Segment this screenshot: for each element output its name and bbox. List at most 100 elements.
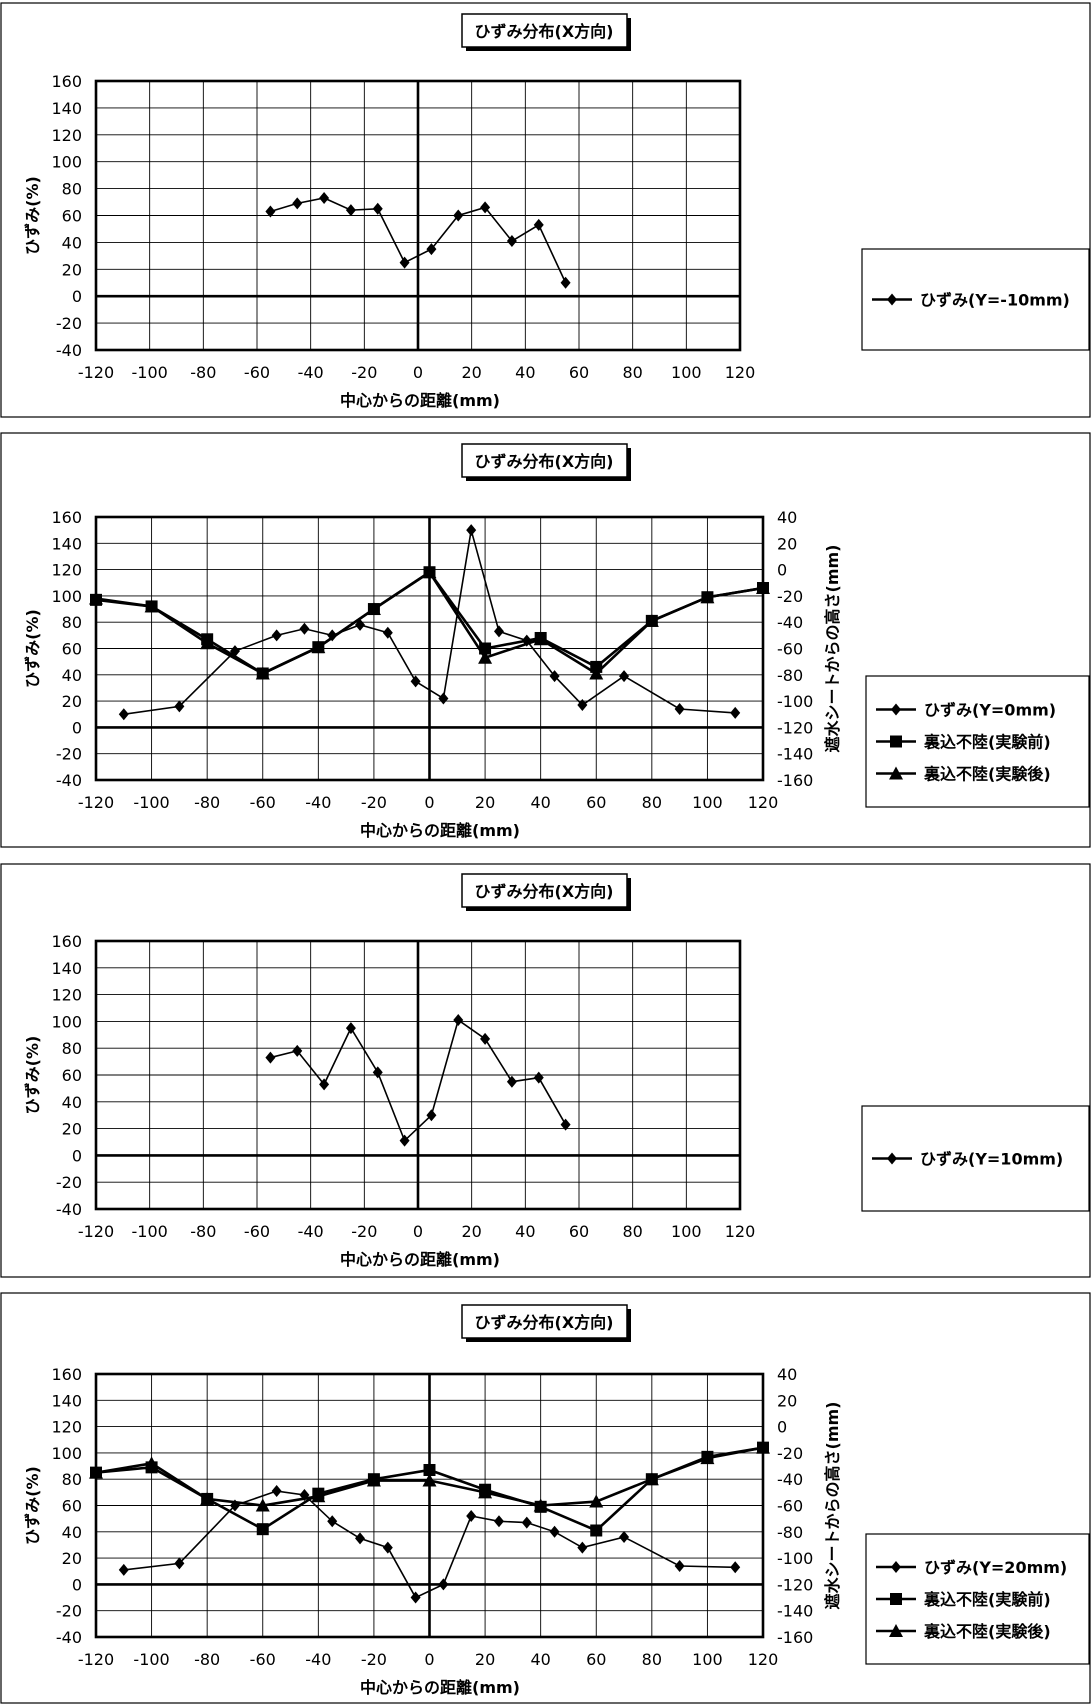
data-point <box>577 699 588 712</box>
chart-panel-1: ひずみ分布(X方向) -120 -100 -80 -60 -40 -20 0 20 40 60 80 1… <box>0 2 1091 418</box>
data-point <box>144 1456 159 1470</box>
y-tick-label: 120 <box>51 561 82 580</box>
data-point <box>366 1473 381 1487</box>
data-point <box>174 1557 185 1570</box>
x-axis-label: 中心からの距離(mm) <box>340 391 500 410</box>
y2-tick-label: -20 <box>777 587 803 606</box>
data-point <box>89 591 103 605</box>
y2-tick-label: -20 <box>777 1444 803 1463</box>
data-point <box>533 218 544 231</box>
x-tick-label: 0 <box>424 793 434 812</box>
data-point <box>438 1578 449 1591</box>
panel-border <box>0 1292 1091 1704</box>
x-tick-label: 120 <box>748 1650 779 1669</box>
chart-title: ひずみ分布(X方向) <box>475 882 614 901</box>
y-tick-label: 0 <box>72 1575 82 1594</box>
series-line <box>270 1018 567 1143</box>
x-tick-label: -120 <box>78 363 114 382</box>
data-point <box>730 706 741 719</box>
data-point <box>644 1472 659 1486</box>
data-point <box>756 581 770 595</box>
y-tick-label: -40 <box>56 341 82 360</box>
data-point <box>521 1516 532 1529</box>
y-tick-label: 140 <box>51 1391 82 1410</box>
data-point <box>644 613 659 627</box>
legend-marker <box>890 735 902 748</box>
legend-marker <box>889 1624 903 1637</box>
plot-area <box>94 79 742 352</box>
y-tick-label: 60 <box>62 640 82 659</box>
y-tick-label: 80 <box>62 1470 82 1489</box>
data-point <box>311 1489 326 1503</box>
data-point <box>382 1541 393 1554</box>
legend-marker <box>887 1152 897 1165</box>
y-tick-label: 0 <box>72 287 82 306</box>
y-tick-label: 60 <box>62 1497 82 1516</box>
panel-border <box>0 863 1091 1278</box>
data-point <box>382 626 393 639</box>
x-tick-label: 20 <box>461 363 481 382</box>
data-point <box>478 1485 493 1499</box>
data-point <box>422 1473 437 1487</box>
data-point <box>756 1440 770 1454</box>
data-point <box>674 1559 685 1572</box>
series-line <box>270 197 567 284</box>
data-point <box>560 1118 571 1131</box>
data-point <box>399 256 410 269</box>
data-point <box>493 625 504 638</box>
data-point <box>426 1109 437 1122</box>
data-point <box>255 666 270 680</box>
x-tick-label: 100 <box>671 363 702 382</box>
y-axis-label: ひずみ(%) <box>23 609 42 688</box>
series-1 <box>265 192 571 289</box>
data-point <box>410 1591 421 1604</box>
x-tick-label: 100 <box>692 793 723 812</box>
data-point <box>311 640 326 654</box>
x-tick-label: 80 <box>622 363 642 382</box>
x-tick-label: -80 <box>190 1222 216 1241</box>
y-tick-label: 100 <box>51 1012 82 1031</box>
data-point <box>533 1498 548 1512</box>
data-point <box>265 1051 276 1064</box>
y-tick-label: 40 <box>62 1093 82 1112</box>
legend-label: ひずみ(Y=10mm) <box>920 1150 1063 1169</box>
x-tick-label: -40 <box>298 363 324 382</box>
x-tick-label: -20 <box>351 1222 377 1241</box>
x-tick-label: -20 <box>361 793 387 812</box>
data-point <box>200 636 215 650</box>
data-point <box>200 1491 215 1505</box>
legend-entry: 裏込不陸(実験前) <box>876 733 1051 752</box>
y2-tick-label: -80 <box>777 666 803 685</box>
data-point <box>453 1014 464 1027</box>
y-tick-label: 160 <box>51 72 82 91</box>
y-axis-label: ひずみ(%) <box>23 1466 42 1545</box>
legend-label: ひずみ(Y=0mm) <box>924 701 1056 720</box>
y-axis-label: ひずみ(%) <box>23 176 42 255</box>
y2-tick-label: -140 <box>777 1602 813 1621</box>
y-tick-label: 80 <box>62 1039 82 1058</box>
data-point <box>372 202 383 215</box>
data-point <box>255 1498 270 1512</box>
data-point <box>299 622 310 635</box>
x-tick-label: -100 <box>132 363 168 382</box>
y-tick-label: 80 <box>62 180 82 199</box>
plot-area <box>94 515 765 782</box>
y-tick-label: -20 <box>56 314 82 333</box>
legend-entry: ひずみ(Y=0mm) <box>876 701 1056 720</box>
series-line <box>123 1490 736 1599</box>
x-tick-label: 20 <box>461 1222 481 1241</box>
y-tick-label: -40 <box>56 1628 82 1647</box>
x-tick-label: 100 <box>692 1650 723 1669</box>
x-tick-label: -60 <box>250 793 276 812</box>
x-tick-label: 60 <box>569 1222 589 1241</box>
x-tick-label: -60 <box>250 1650 276 1669</box>
data-point <box>366 602 381 616</box>
x-tick-label: -120 <box>78 1222 114 1241</box>
legend-marker <box>891 1561 901 1573</box>
data-point <box>533 1071 544 1084</box>
y-tick-label: -20 <box>56 1602 82 1621</box>
y-tick-label: 140 <box>51 99 82 118</box>
y2-tick-label: -100 <box>777 692 813 711</box>
y2-tick-label: -40 <box>777 613 803 632</box>
data-point <box>480 201 491 214</box>
